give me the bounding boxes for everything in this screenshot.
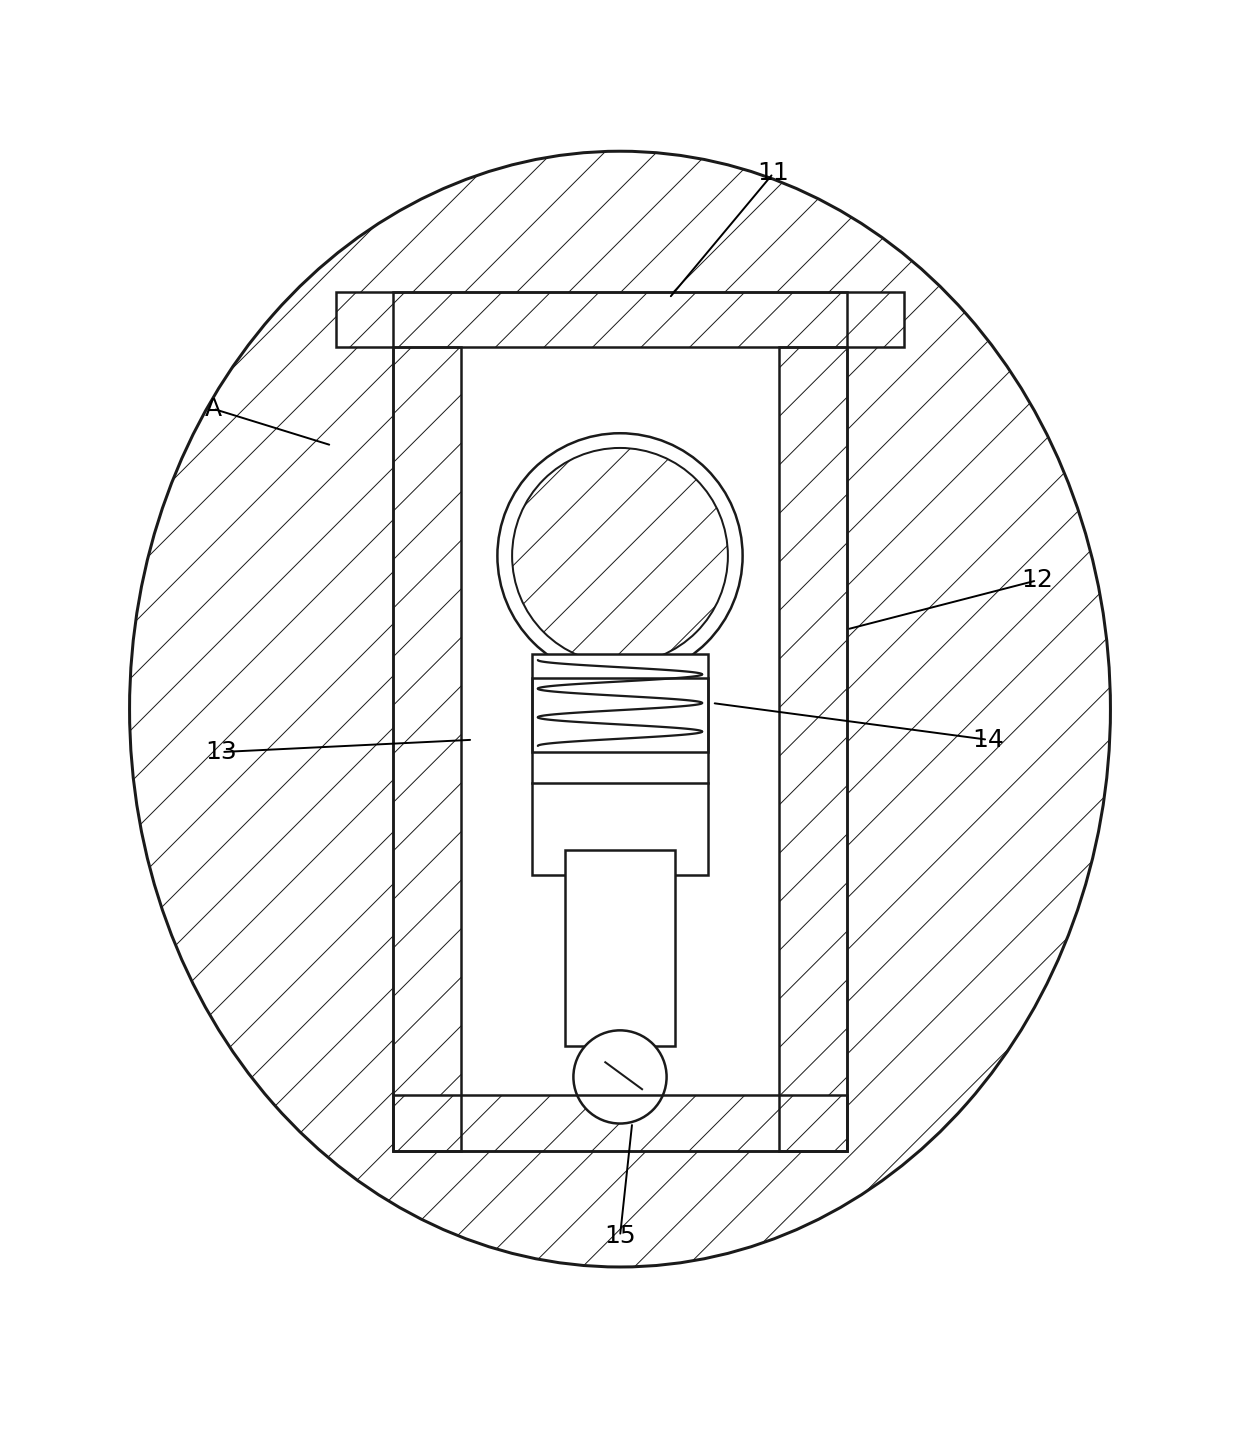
Bar (336, 292, 904, 348)
Bar (336, 292, 904, 348)
Circle shape (497, 434, 743, 678)
Bar (532, 678, 708, 874)
Text: A: A (205, 397, 222, 420)
Bar (393, 292, 847, 1151)
Bar (393, 348, 460, 1151)
Text: 14: 14 (972, 728, 1003, 752)
Bar (565, 850, 675, 1046)
Text: 15: 15 (604, 1224, 636, 1248)
Bar (460, 348, 780, 1151)
Text: 12: 12 (1021, 569, 1053, 592)
Bar (393, 1096, 847, 1151)
Bar (393, 292, 847, 1151)
Bar (393, 292, 847, 1151)
Bar (532, 653, 708, 752)
Text: 13: 13 (206, 741, 237, 764)
Circle shape (573, 1030, 667, 1123)
Ellipse shape (129, 151, 1111, 1267)
Bar (393, 1096, 847, 1151)
Bar (780, 348, 847, 1151)
Text: 11: 11 (758, 162, 789, 185)
Bar (393, 1096, 847, 1151)
Bar (336, 292, 904, 348)
Bar (532, 653, 708, 752)
